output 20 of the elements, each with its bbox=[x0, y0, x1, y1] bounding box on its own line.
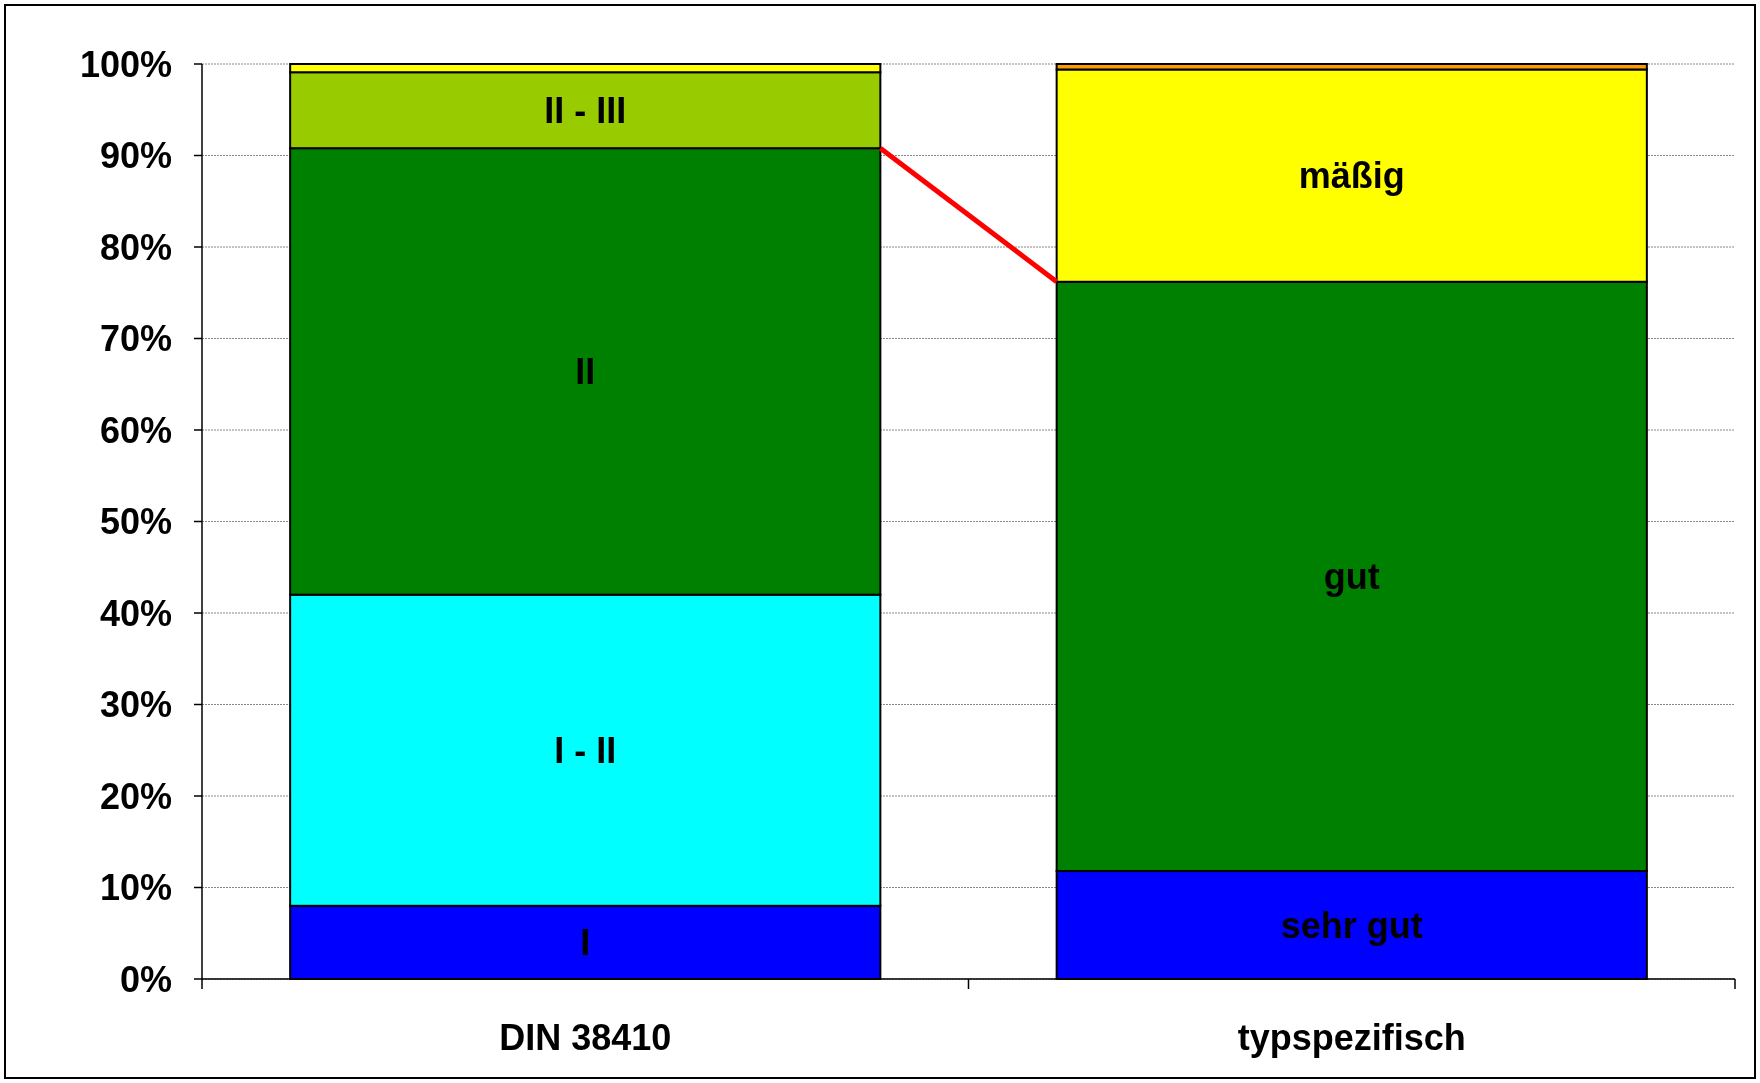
y-tick-label: 80% bbox=[99, 226, 172, 268]
data-label: II - III bbox=[544, 89, 627, 131]
y-tick-label: 20% bbox=[99, 775, 172, 817]
y-tick-label: 60% bbox=[99, 409, 172, 451]
x-tick-label: typspezifisch bbox=[1237, 1016, 1466, 1058]
y-tick-label: 0% bbox=[119, 958, 172, 1000]
y-tick-label: 10% bbox=[99, 867, 172, 908]
data-label: sehr gut bbox=[1280, 904, 1423, 946]
data-label: I - II bbox=[554, 729, 617, 771]
data-label: II bbox=[575, 350, 596, 392]
y-tick-label: 30% bbox=[99, 684, 172, 725]
y-tick-label: 100% bbox=[79, 43, 172, 85]
data-label: mäßig bbox=[1298, 155, 1405, 197]
data-label: I bbox=[580, 921, 591, 963]
y-tick-label: 90% bbox=[99, 135, 172, 176]
y-tick-label: 50% bbox=[99, 501, 172, 542]
data-label: gut bbox=[1323, 555, 1380, 597]
y-tick-label: 70% bbox=[99, 318, 172, 359]
x-tick-label: DIN 38410 bbox=[499, 1016, 672, 1058]
y-tick-label: 40% bbox=[99, 592, 172, 634]
